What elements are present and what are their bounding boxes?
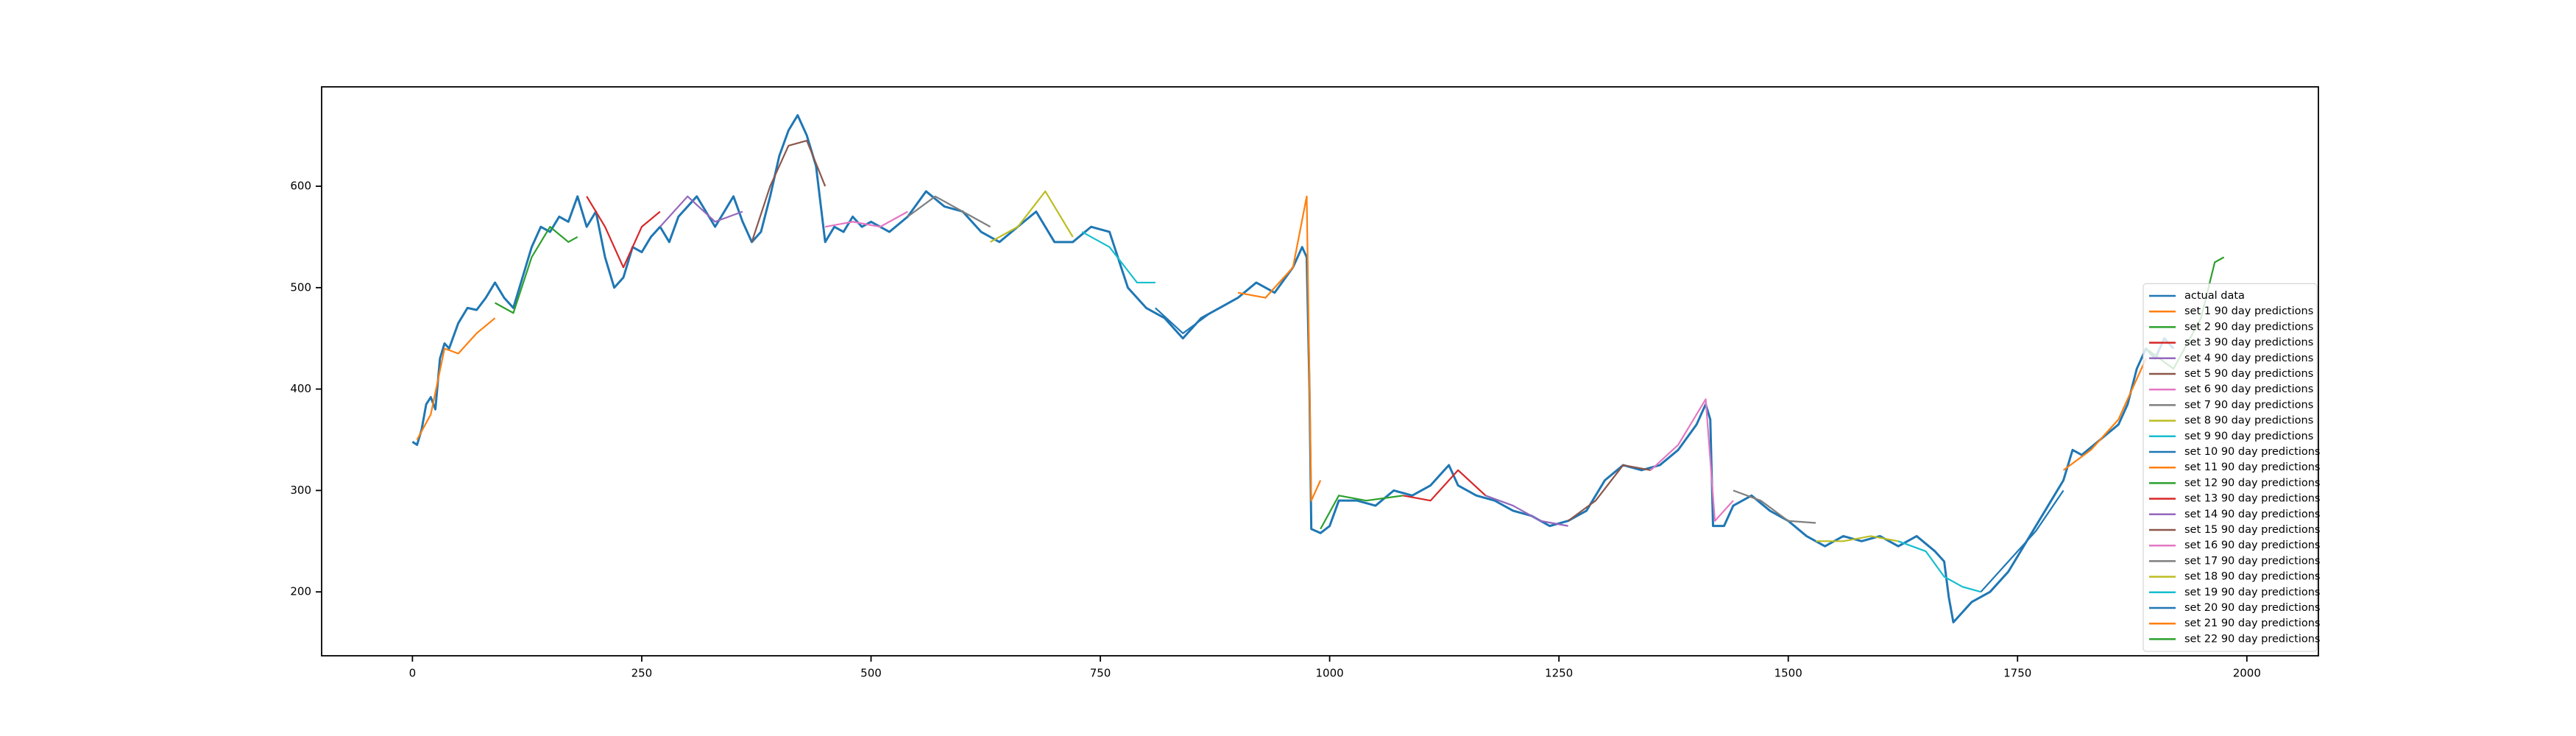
series-line: [1650, 398, 1734, 522]
series-line: [1980, 489, 2064, 592]
series-line: [1403, 469, 1487, 502]
legend-label: set 12 90 day predictions: [2184, 477, 2320, 489]
series-line: [1567, 464, 1651, 522]
y-tick-label: 400: [290, 382, 311, 395]
legend-label: set 9 90 day predictions: [2184, 431, 2313, 442]
series-line: [416, 317, 496, 441]
legend-label: set 21 90 day predictions: [2184, 618, 2320, 629]
legend-label: set 5 90 day predictions: [2184, 368, 2313, 380]
y-tick-label: 600: [290, 180, 311, 193]
series-line: [1485, 495, 1568, 527]
series-line: [586, 196, 661, 269]
series-line: [1155, 297, 1239, 334]
legend-label: set 7 90 day predictions: [2184, 399, 2313, 411]
series-line: [751, 139, 827, 243]
legend-label: set 6 90 day predictions: [2184, 383, 2313, 395]
series-line: [494, 226, 578, 314]
legend-label: set 10 90 day predictions: [2184, 446, 2320, 458]
legend-label: set 15 90 day predictions: [2184, 524, 2320, 536]
y-tick-label: 300: [290, 484, 311, 497]
series-line: [1081, 231, 1156, 284]
legend-label: set 3 90 day predictions: [2184, 337, 2313, 349]
x-tick-label: 250: [631, 667, 653, 680]
series-line: [907, 195, 991, 228]
legend-label: set 19 90 day predictions: [2184, 587, 2320, 598]
y-tick-label: 500: [290, 280, 311, 294]
x-tick-label: 500: [860, 667, 882, 680]
legend-label: set 2 90 day predictions: [2184, 321, 2313, 333]
series-line: [2062, 358, 2147, 471]
legend-label: set 22 90 day predictions: [2184, 633, 2320, 645]
legend-label: set 1 90 day predictions: [2184, 305, 2313, 317]
series-line: [1320, 495, 1404, 530]
legend-label: set 17 90 day predictions: [2184, 555, 2320, 567]
x-tick-label: 750: [1090, 667, 1111, 680]
legend-label: set 16 90 day predictions: [2184, 539, 2320, 551]
legend-label: set 11 90 day predictions: [2184, 461, 2320, 473]
series-line: [411, 114, 2175, 624]
legend-label: set 4 90 day predictions: [2184, 353, 2313, 364]
legend-label: set 18 90 day predictions: [2184, 571, 2320, 583]
x-tick-label: 1000: [1315, 667, 1343, 680]
series-line: [659, 195, 743, 227]
legend-label: set 8 90 day predictions: [2184, 415, 2313, 427]
legend-label: set 20 90 day predictions: [2184, 602, 2320, 614]
x-tick-label: 2000: [2233, 667, 2261, 680]
series-line: [824, 210, 908, 228]
x-tick-label: 1500: [1774, 667, 1802, 680]
series-line: [1816, 535, 1899, 542]
x-tick-label: 1250: [1545, 667, 1573, 680]
legend-box: [2142, 283, 2318, 652]
x-tick-label: 0: [409, 667, 417, 680]
legend-label: set 14 90 day predictions: [2184, 509, 2320, 520]
series-line: [1733, 489, 1816, 524]
series-line: [989, 190, 1074, 243]
x-tick-label: 1750: [2003, 667, 2031, 680]
y-tick-label: 200: [290, 585, 311, 598]
series-line: [1237, 195, 1322, 502]
plot-frame: [321, 86, 2319, 657]
series-line: [1897, 540, 1981, 593]
legend-label: actual data: [2184, 290, 2245, 302]
legend-label: set 13 90 day predictions: [2184, 493, 2320, 505]
